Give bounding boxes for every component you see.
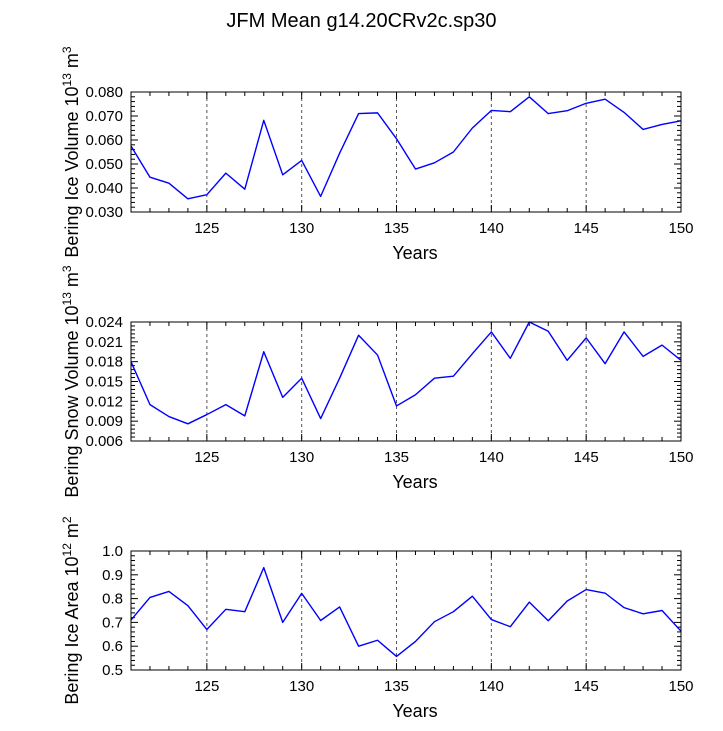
- x-tick-label: 130: [289, 220, 314, 237]
- series-line: [130, 566, 682, 658]
- y-axis-label-exponent: 13: [60, 292, 74, 306]
- y-tick-label: 0.018: [85, 354, 123, 371]
- x-tick-label: 145: [574, 449, 599, 466]
- ice-area-panel: 125 130 135 140 145 150 0.5 0.6 0.7 0.8 0.9 1.0 Year…: [60, 516, 694, 721]
- x-tick-label: 150: [668, 678, 693, 695]
- x-tick-label: 130: [289, 449, 314, 466]
- y-tick-label: 1.0: [102, 543, 123, 560]
- x-tick-label: 140: [479, 449, 504, 466]
- x-tick-label: 140: [479, 220, 504, 237]
- y-tick-label: 0.009: [85, 413, 123, 430]
- y-tick-label: 0.7: [102, 614, 123, 631]
- x-tick-label: 125: [194, 678, 219, 695]
- x-tick-label: 125: [194, 220, 219, 237]
- plot-frame: [130, 550, 682, 671]
- x-axis-label: Years: [392, 472, 437, 492]
- y-axis-label-text: Bering Snow Volume 10: [62, 305, 82, 497]
- plot-frame: [130, 91, 682, 213]
- y-tick-label: 0.070: [85, 108, 123, 125]
- x-tick-label: 145: [574, 220, 599, 237]
- series-line: [130, 321, 682, 425]
- y-axis-label-text: Bering Ice Volume 10: [62, 86, 82, 257]
- y-tick-label: 0.9: [102, 567, 123, 584]
- y-axis-label-exponent: 13: [60, 73, 74, 87]
- y-tick-label: 0.030: [85, 204, 123, 221]
- series-line: [130, 96, 682, 200]
- x-tick-label: 135: [384, 220, 409, 237]
- x-tick-label: 125: [194, 449, 219, 466]
- ice-volume-panel: 125 130 135 140 145 150 0.030 0.040 0.050 0.060 0.…: [60, 46, 694, 263]
- y-axis-label-unit: m: [62, 53, 82, 73]
- y-tick-label: 0.6: [102, 638, 123, 655]
- chart-title: JFM Mean g14.20CRv2c.sp30: [226, 10, 497, 32]
- y-axis-label: Bering Snow Volume 1013 m3: [60, 265, 82, 497]
- y-tick-label: 0.040: [85, 180, 123, 197]
- y-axis-label-unit-exponent: 2: [60, 516, 74, 523]
- y-tick-label: 0.5: [102, 662, 123, 679]
- x-tick-label: 130: [289, 678, 314, 695]
- y-axis-label: Bering Ice Volume 1013 m3: [60, 46, 82, 257]
- y-tick-label: 0.050: [85, 156, 123, 173]
- y-axis-label-unit: m: [62, 523, 82, 543]
- y-tick-label: 0.021: [85, 334, 123, 351]
- x-axis-label: Years: [392, 701, 437, 721]
- y-axis-label-unit-exponent: 3: [60, 46, 74, 53]
- plot-frame: [130, 321, 682, 442]
- x-tick-label: 135: [384, 678, 409, 695]
- x-axis-label: Years: [392, 243, 437, 263]
- x-tick-label: 135: [384, 449, 409, 466]
- y-axis-label-unit: m: [62, 272, 82, 292]
- y-tick-label: 0.006: [85, 433, 123, 450]
- y-axis-label-exponent: 12: [60, 543, 74, 557]
- y-axis-label: Bering Ice Area 1012 m2: [60, 516, 82, 704]
- snow-volume-panel: 125 130 135 140 145 150 0.006 0.009 0.012 0.015 0.…: [60, 265, 694, 497]
- y-tick-label: 0.015: [85, 374, 123, 391]
- y-tick-label: 0.024: [85, 314, 123, 331]
- y-tick-label: 0.060: [85, 132, 123, 149]
- x-tick-label: 150: [668, 220, 693, 237]
- y-tick-label: 0.8: [102, 591, 123, 608]
- y-tick-label: 0.080: [85, 84, 123, 101]
- y-axis-label-text: Bering Ice Area 10: [62, 556, 82, 704]
- x-tick-label: 145: [574, 678, 599, 695]
- y-axis-label-unit-exponent: 3: [60, 265, 74, 272]
- x-tick-label: 140: [479, 678, 504, 695]
- x-tick-label: 150: [668, 449, 693, 466]
- y-tick-label: 0.012: [85, 393, 123, 410]
